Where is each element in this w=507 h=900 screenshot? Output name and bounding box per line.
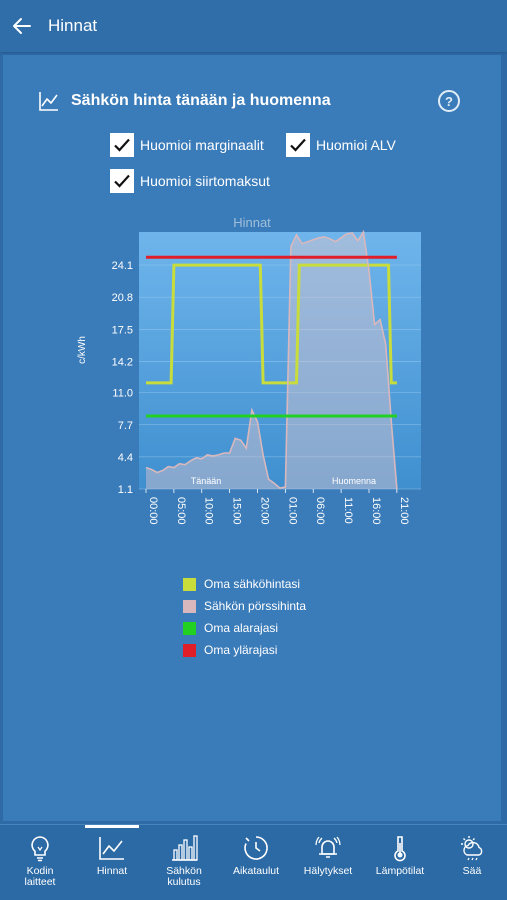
nav-label: Lämpötilat bbox=[375, 865, 425, 877]
nav-label: Hälytykset bbox=[303, 865, 353, 877]
nav-item-consumption[interactable]: Sähkön kulutus bbox=[148, 825, 220, 900]
chart-line-icon bbox=[39, 92, 58, 111]
checkbox-margins[interactable]: Huomioi marginaalit bbox=[110, 133, 264, 157]
legend-item[interactable]: Oma ylärajasi bbox=[183, 639, 306, 661]
plot-area bbox=[139, 232, 421, 489]
y-tick-label: 11.0 bbox=[112, 388, 133, 400]
bulb-icon bbox=[31, 836, 49, 862]
legend-item[interactable]: Oma sähköhintasi bbox=[183, 573, 306, 595]
checkbox-label: Huomioi marginaalit bbox=[140, 137, 264, 153]
chart-title: Hinnat bbox=[233, 215, 271, 230]
price-chart: 24.1 20.8 17.5 14.2 11.0 7.7 4.4 1.1 00:00 05:00… bbox=[77, 229, 421, 525]
bar-chart-icon bbox=[172, 835, 198, 861]
chart-line-icon bbox=[99, 837, 124, 860]
nav-label: Sähkön kulutus bbox=[166, 865, 202, 888]
checkbox-label: Huomioi siirtomaksut bbox=[140, 173, 270, 189]
nav-label: Aikataulut bbox=[232, 865, 280, 877]
legend-label: Oma alarajasi bbox=[204, 621, 279, 635]
x-tick-label: 05:00 bbox=[175, 497, 187, 525]
alarm-bell-icon bbox=[315, 836, 341, 858]
help-icon[interactable]: ? bbox=[438, 90, 460, 112]
section-header: Sähkön hinta tänään ja huomenna bbox=[37, 89, 331, 113]
thermometer-icon bbox=[394, 836, 406, 862]
y-tick-label: 1.1 bbox=[118, 484, 133, 496]
section-title: Sähkön hinta tänään ja huomenna bbox=[71, 92, 331, 109]
day-label-today: Tänään bbox=[191, 476, 222, 486]
legend-swatch bbox=[183, 599, 196, 613]
nav-item-weather[interactable]: Sää bbox=[436, 825, 507, 900]
spot-price-area bbox=[146, 232, 397, 489]
scroll-fade bbox=[483, 825, 507, 900]
nav-item-schedules[interactable]: Aikataulut bbox=[220, 825, 292, 900]
x-tick-label: 11:00 bbox=[342, 497, 354, 524]
y-tick-label: 17.5 bbox=[112, 324, 133, 336]
checkmark-icon bbox=[290, 138, 306, 152]
page-title: Hinnat bbox=[48, 16, 98, 35]
y-tick-label: 24.1 bbox=[112, 260, 133, 272]
y-tick-label: 20.8 bbox=[112, 292, 133, 304]
y-tick-label: 7.7 bbox=[118, 420, 133, 432]
checkmark-icon bbox=[114, 138, 130, 152]
main-panel: Sähkön hinta tänään ja huomenna ? Huomio… bbox=[3, 55, 501, 821]
legend-swatch bbox=[183, 643, 196, 657]
legend-label: Oma sähköhintasi bbox=[204, 577, 301, 591]
nav-item-temperatures[interactable]: Lämpötilat bbox=[364, 825, 436, 900]
legend-swatch bbox=[183, 577, 196, 591]
legend-label: Oma ylärajasi bbox=[204, 643, 278, 657]
timer-icon bbox=[244, 836, 268, 860]
checkbox-box[interactable] bbox=[110, 133, 134, 157]
x-tick-label: 15:00 bbox=[231, 497, 243, 525]
bottom-navigation: Kodin laitteet Hinnat Sähkön kulutus Aik… bbox=[0, 824, 507, 900]
x-tick-label: 00:00 bbox=[147, 497, 159, 525]
back-arrow-icon[interactable] bbox=[10, 14, 34, 38]
x-tick-label: 01:00 bbox=[286, 497, 298, 525]
nav-item-prices[interactable]: Hinnat bbox=[76, 825, 148, 900]
checkbox-vat[interactable]: Huomioi ALV bbox=[286, 133, 396, 157]
y-tick-label: 4.4 bbox=[118, 452, 133, 464]
nav-label: Sää bbox=[462, 865, 482, 877]
y-axis-label: c/kWh bbox=[77, 336, 88, 364]
checkbox-box[interactable] bbox=[286, 133, 310, 157]
nav-label: Kodin laitteet bbox=[24, 865, 56, 888]
weather-icon bbox=[461, 836, 483, 861]
x-tick-label: 06:00 bbox=[314, 497, 326, 525]
x-tick-label: 10:00 bbox=[203, 497, 215, 525]
legend-item[interactable]: Oma alarajasi bbox=[183, 617, 306, 639]
legend-swatch bbox=[183, 621, 196, 635]
checkbox-box[interactable] bbox=[110, 169, 134, 193]
x-tick-label: 21:00 bbox=[398, 497, 410, 525]
own-price-line bbox=[146, 263, 397, 385]
spot-price-line bbox=[145, 229, 398, 490]
nav-label: Hinnat bbox=[96, 865, 128, 877]
nav-item-alarms[interactable]: Hälytykset bbox=[292, 825, 364, 900]
x-tick-label: 20:00 bbox=[258, 497, 270, 525]
y-tick-label: 14.2 bbox=[112, 356, 133, 368]
app-header: Hinnat bbox=[0, 0, 507, 52]
x-tick-label: 16:00 bbox=[370, 497, 382, 525]
chart-legend: Oma sähköhintasi Sähkön pörssihinta Oma … bbox=[183, 573, 306, 661]
legend-label: Sähkön pörssihinta bbox=[204, 599, 307, 613]
day-label-tomorrow: Huomenna bbox=[332, 476, 376, 486]
checkmark-icon bbox=[114, 174, 130, 188]
checkbox-label: Huomioi ALV bbox=[316, 137, 396, 153]
legend-item[interactable]: Sähkön pörssihinta bbox=[183, 595, 306, 617]
checkbox-transfer-fees[interactable]: Huomioi siirtomaksut bbox=[110, 169, 270, 193]
nav-item-devices[interactable]: Kodin laitteet bbox=[4, 825, 76, 900]
active-tab-indicator bbox=[85, 825, 139, 828]
